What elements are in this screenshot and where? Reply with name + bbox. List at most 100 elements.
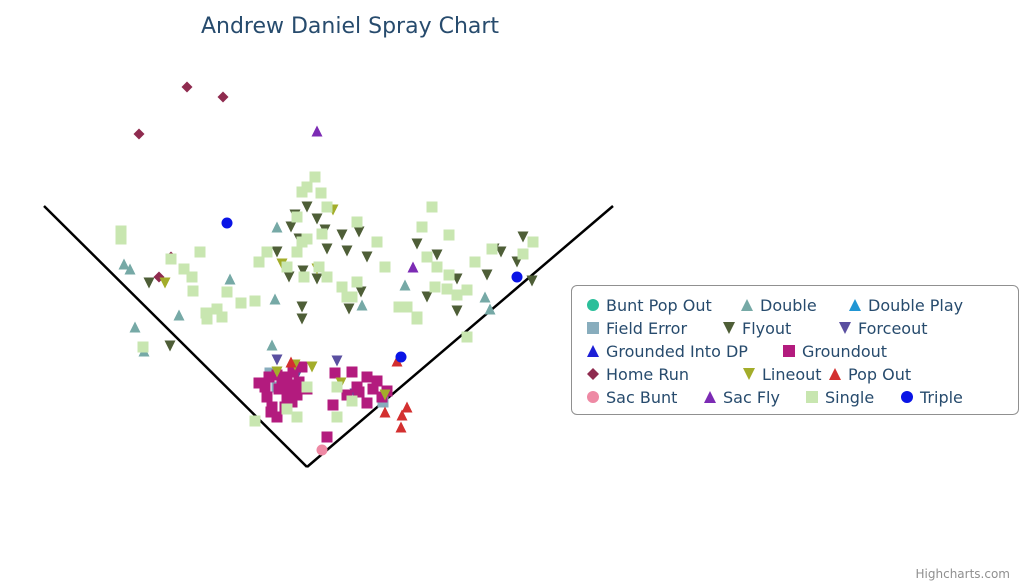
legend-item[interactable]: Single bbox=[805, 386, 874, 408]
data-point[interactable] bbox=[411, 313, 423, 325]
data-point[interactable] bbox=[291, 389, 303, 401]
data-point[interactable] bbox=[331, 355, 343, 367]
data-point[interactable] bbox=[511, 271, 523, 283]
data-point[interactable] bbox=[297, 265, 309, 277]
data-point[interactable] bbox=[346, 395, 358, 407]
data-point[interactable] bbox=[186, 271, 198, 283]
data-point[interactable] bbox=[178, 263, 190, 275]
data-point[interactable] bbox=[216, 311, 228, 323]
data-point[interactable] bbox=[321, 431, 333, 443]
legend-item[interactable]: Forceout bbox=[838, 317, 928, 339]
data-point[interactable] bbox=[271, 354, 283, 366]
data-point[interactable] bbox=[159, 277, 171, 289]
data-point[interactable] bbox=[285, 356, 297, 368]
data-point[interactable] bbox=[221, 286, 233, 298]
data-point[interactable] bbox=[336, 229, 348, 241]
data-point[interactable] bbox=[291, 211, 303, 223]
data-point[interactable] bbox=[401, 301, 413, 313]
data-point[interactable] bbox=[443, 269, 455, 281]
data-point[interactable] bbox=[263, 371, 275, 383]
data-point[interactable] bbox=[371, 375, 383, 387]
data-point[interactable] bbox=[253, 256, 265, 268]
data-point[interactable] bbox=[133, 128, 145, 140]
data-point[interactable] bbox=[329, 367, 341, 379]
data-point[interactable] bbox=[181, 81, 193, 93]
legend-item[interactable]: Grounded Into DP bbox=[586, 340, 748, 362]
data-point[interactable] bbox=[306, 361, 318, 373]
data-point[interactable] bbox=[316, 444, 328, 456]
data-point[interactable] bbox=[224, 273, 236, 285]
data-point[interactable] bbox=[451, 305, 463, 317]
data-point[interactable] bbox=[353, 386, 365, 398]
data-point[interactable] bbox=[341, 245, 353, 257]
data-point[interactable] bbox=[311, 213, 323, 225]
data-point[interactable] bbox=[291, 411, 303, 423]
data-point[interactable] bbox=[271, 221, 283, 233]
data-point[interactable] bbox=[431, 261, 443, 273]
data-point[interactable] bbox=[281, 261, 293, 273]
data-point[interactable] bbox=[311, 273, 323, 285]
data-point[interactable] bbox=[187, 285, 199, 297]
legend-item[interactable]: Flyout bbox=[722, 317, 791, 339]
data-point[interactable] bbox=[336, 281, 348, 293]
data-point[interactable] bbox=[421, 251, 433, 263]
data-point[interactable] bbox=[461, 331, 473, 343]
data-point[interactable] bbox=[484, 303, 496, 315]
data-point[interactable] bbox=[441, 283, 453, 295]
credit-link[interactable]: Highcharts.com bbox=[915, 567, 1010, 581]
data-point[interactable] bbox=[221, 217, 233, 229]
data-point[interactable] bbox=[271, 366, 283, 378]
data-point[interactable] bbox=[393, 301, 405, 313]
data-point[interactable] bbox=[129, 321, 141, 333]
data-point[interactable] bbox=[285, 221, 297, 233]
data-point[interactable] bbox=[431, 249, 443, 261]
data-point[interactable] bbox=[293, 376, 305, 388]
data-point[interactable] bbox=[296, 301, 308, 313]
data-point[interactable] bbox=[273, 383, 285, 395]
data-point[interactable] bbox=[353, 226, 365, 238]
data-point[interactable] bbox=[253, 377, 265, 389]
data-point[interactable] bbox=[281, 403, 293, 415]
data-point[interactable] bbox=[309, 171, 321, 183]
data-point[interactable] bbox=[316, 228, 328, 240]
data-point[interactable] bbox=[407, 261, 419, 273]
data-point[interactable] bbox=[346, 291, 358, 303]
data-point[interactable] bbox=[327, 399, 339, 411]
data-point[interactable] bbox=[115, 225, 127, 237]
data-point[interactable] bbox=[281, 386, 293, 398]
legend-item[interactable]: Double bbox=[740, 294, 817, 316]
data-point[interactable] bbox=[495, 246, 507, 258]
legend-item[interactable]: Double Play bbox=[848, 294, 963, 316]
data-point[interactable] bbox=[346, 366, 358, 378]
data-point[interactable] bbox=[486, 243, 498, 255]
legend-item[interactable]: Sac Bunt bbox=[586, 386, 677, 408]
data-point[interactable] bbox=[287, 366, 299, 378]
legend-item[interactable]: Home Run bbox=[586, 363, 689, 385]
data-point[interactable] bbox=[173, 309, 185, 321]
data-point[interactable] bbox=[379, 261, 391, 273]
data-point[interactable] bbox=[331, 381, 343, 393]
data-point[interactable] bbox=[217, 91, 229, 103]
data-point[interactable] bbox=[367, 383, 379, 395]
data-point[interactable] bbox=[271, 411, 283, 423]
data-point[interactable] bbox=[517, 248, 529, 260]
data-point[interactable] bbox=[341, 389, 353, 401]
data-point[interactable] bbox=[421, 291, 433, 303]
data-point[interactable] bbox=[315, 187, 327, 199]
data-point[interactable] bbox=[311, 125, 323, 137]
data-point[interactable] bbox=[301, 201, 313, 213]
legend-item[interactable]: Triple bbox=[900, 386, 963, 408]
data-point[interactable] bbox=[301, 381, 313, 393]
legend-item[interactable]: Field Error bbox=[586, 317, 687, 339]
data-point[interactable] bbox=[376, 391, 388, 403]
data-point[interactable] bbox=[395, 421, 407, 433]
data-point[interactable] bbox=[379, 389, 391, 401]
data-point[interactable] bbox=[321, 201, 333, 213]
legend-item[interactable]: Bunt Pop Out bbox=[586, 294, 712, 316]
data-point[interactable] bbox=[296, 186, 308, 198]
data-point[interactable] bbox=[356, 299, 368, 311]
data-point[interactable] bbox=[283, 271, 295, 283]
data-point[interactable] bbox=[343, 303, 355, 315]
data-point[interactable] bbox=[200, 307, 212, 319]
data-point[interactable] bbox=[271, 246, 283, 258]
